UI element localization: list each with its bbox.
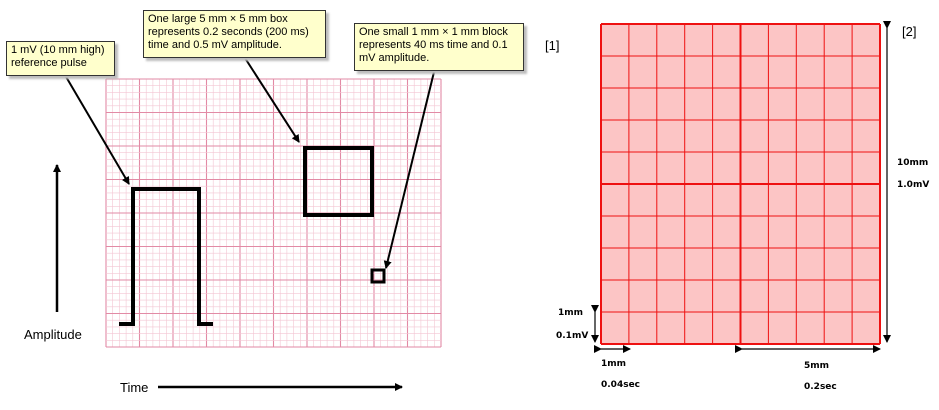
ecg-paper-grid — [105, 78, 442, 348]
callout-small-block: One small 1 mm × 1 mm block represents 4… — [354, 23, 524, 71]
small-mm-horizontal-label: 1mm — [601, 359, 627, 369]
large-sec-label: 0.2sec — [804, 382, 837, 392]
callout-reference-pulse-text: 1 mV (10 mm high) reference pulse — [11, 44, 105, 69]
calibration-grid — [600, 23, 881, 345]
pointer-small-block — [383, 71, 435, 269]
pointer-large-box — [244, 57, 300, 143]
small-sec-label: 0.04sec — [601, 380, 641, 390]
callout-large-box-text: One large 5 mm × 5 mm box represents 0.2… — [148, 13, 309, 51]
marker-2: [2] — [902, 24, 917, 39]
small-mm-vertical-label: 1mm — [558, 308, 584, 318]
callout-large-box: One large 5 mm × 5 mm box represents 0.2… — [143, 10, 326, 58]
amplitude-label: Amplitude — [24, 327, 82, 342]
large-mm-label: 5mm — [804, 361, 830, 371]
time-label: Time — [120, 380, 149, 395]
height-mm-label: 10mm — [897, 158, 929, 168]
callout-reference-pulse: 1 mV (10 mm high) reference pulse — [6, 41, 115, 76]
small-block-outline — [370, 268, 386, 284]
callout-small-block-text: One small 1 mm × 1 mm block represents 4… — [359, 26, 508, 64]
height-mv-label: 1.0mV — [897, 180, 930, 190]
small-mv-label: 0.1mV — [556, 331, 589, 341]
pointer-reference-pulse — [64, 74, 130, 185]
marker-1: [1] — [545, 38, 560, 53]
large-box-outline — [303, 146, 374, 217]
reference-pulse — [119, 187, 213, 326]
